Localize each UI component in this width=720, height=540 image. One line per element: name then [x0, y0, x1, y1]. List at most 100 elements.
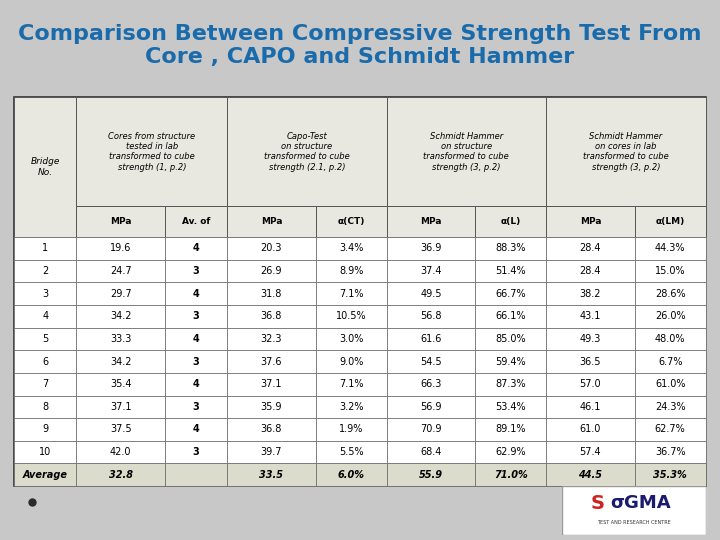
Bar	[387, 395, 475, 418]
Text: 26.9: 26.9	[261, 266, 282, 276]
Bar	[635, 237, 706, 260]
Bar	[165, 305, 227, 328]
Bar	[14, 441, 76, 463]
Bar	[635, 418, 706, 441]
Bar	[546, 237, 635, 260]
Text: 37.1: 37.1	[261, 379, 282, 389]
Bar	[475, 282, 546, 305]
Text: 35.4: 35.4	[110, 379, 132, 389]
Text: 1: 1	[42, 244, 48, 253]
Text: 36.7%: 36.7%	[655, 447, 685, 457]
Text: 4: 4	[193, 424, 199, 435]
Text: 37.1: 37.1	[110, 402, 132, 412]
Bar	[635, 305, 706, 328]
Text: Av. of: Av. of	[182, 217, 210, 226]
Text: 4: 4	[42, 312, 48, 321]
Bar	[475, 350, 546, 373]
Text: 4: 4	[193, 334, 199, 344]
Bar	[165, 260, 227, 282]
Bar	[165, 463, 227, 486]
Bar	[546, 395, 635, 418]
Text: Bridge
No.: Bridge No.	[31, 158, 60, 177]
Bar	[475, 328, 546, 350]
Text: 61.0%: 61.0%	[655, 379, 685, 389]
Bar	[14, 237, 76, 260]
Text: Schmidt Hammer
on structure
transformed to cube
strength (3, p.2): Schmidt Hammer on structure transformed …	[423, 132, 509, 172]
Bar	[227, 395, 315, 418]
Text: α(CT): α(CT)	[338, 217, 365, 226]
Text: 54.5: 54.5	[420, 356, 441, 367]
Text: 89.1%: 89.1%	[495, 424, 526, 435]
Text: 6: 6	[42, 356, 48, 367]
Bar	[14, 350, 76, 373]
Text: 4: 4	[193, 289, 199, 299]
Bar	[76, 97, 227, 206]
Text: MPa: MPa	[261, 217, 282, 226]
Bar	[76, 373, 165, 395]
Text: 6.7%: 6.7%	[658, 356, 683, 367]
Bar	[635, 328, 706, 350]
Bar	[546, 463, 635, 486]
Text: 4: 4	[193, 379, 199, 389]
Bar	[227, 328, 315, 350]
Text: 46.1: 46.1	[580, 402, 601, 412]
Bar	[635, 441, 706, 463]
Bar	[227, 463, 315, 486]
Text: 37.6: 37.6	[261, 356, 282, 367]
Text: 7.1%: 7.1%	[339, 379, 364, 389]
Text: 1.9%: 1.9%	[339, 424, 364, 435]
Text: 71.0%: 71.0%	[494, 470, 528, 480]
Text: 55.9: 55.9	[419, 470, 443, 480]
Bar	[475, 237, 546, 260]
Bar	[227, 282, 315, 305]
Bar	[387, 441, 475, 463]
Bar	[315, 260, 387, 282]
Text: 39.7: 39.7	[261, 447, 282, 457]
Text: 49.3: 49.3	[580, 334, 601, 344]
Text: 37.4: 37.4	[420, 266, 441, 276]
Bar	[635, 395, 706, 418]
Bar	[227, 305, 315, 328]
Text: 3: 3	[193, 312, 199, 321]
Text: 36.8: 36.8	[261, 424, 282, 435]
Text: 3: 3	[193, 402, 199, 412]
Text: MPa: MPa	[420, 217, 441, 226]
Bar	[76, 328, 165, 350]
Text: 9: 9	[42, 424, 48, 435]
Text: 28.4: 28.4	[580, 266, 601, 276]
Text: 7.1%: 7.1%	[339, 289, 364, 299]
Text: 68.4: 68.4	[420, 447, 441, 457]
Bar	[315, 350, 387, 373]
Text: 35.9: 35.9	[261, 402, 282, 412]
Text: 34.2: 34.2	[110, 356, 132, 367]
Bar	[14, 395, 76, 418]
Bar	[315, 463, 387, 486]
Text: 66.7%: 66.7%	[495, 289, 526, 299]
Text: 7: 7	[42, 379, 48, 389]
Bar	[76, 206, 165, 237]
Bar	[387, 237, 475, 260]
Bar	[315, 395, 387, 418]
Text: TEST AND RESEARCH CENTRE: TEST AND RESEARCH CENTRE	[597, 520, 670, 525]
Bar	[635, 206, 706, 237]
Bar	[387, 260, 475, 282]
Bar	[315, 373, 387, 395]
Bar	[546, 328, 635, 350]
Text: MPa: MPa	[110, 217, 132, 226]
Text: 36.8: 36.8	[261, 312, 282, 321]
Text: 35.3%: 35.3%	[653, 470, 687, 480]
Text: σGMA: σGMA	[611, 494, 671, 512]
Bar	[475, 373, 546, 395]
Text: 56.9: 56.9	[420, 402, 441, 412]
Bar	[76, 260, 165, 282]
Bar	[475, 395, 546, 418]
Bar	[14, 418, 76, 441]
Bar	[387, 463, 475, 486]
Bar	[165, 350, 227, 373]
Bar	[76, 282, 165, 305]
Text: α(LM): α(LM)	[655, 217, 685, 226]
Text: 44.3%: 44.3%	[655, 244, 685, 253]
Text: 28.6%: 28.6%	[655, 289, 685, 299]
Text: 26.0%: 26.0%	[655, 312, 685, 321]
Text: 3: 3	[193, 266, 199, 276]
